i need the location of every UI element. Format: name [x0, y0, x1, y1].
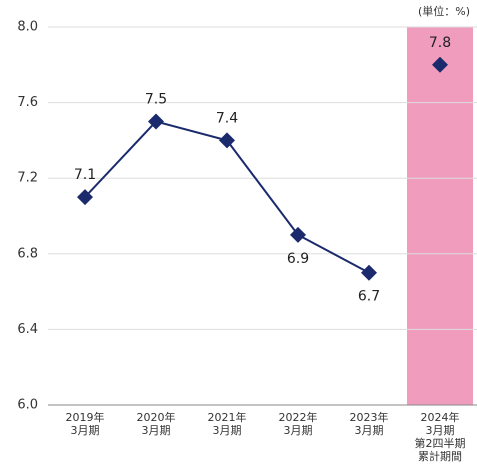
- highlight-band: [407, 27, 473, 405]
- marker: [219, 132, 235, 149]
- y-tick-label: 6.0: [17, 398, 38, 413]
- x-tick-label: 3月期: [71, 424, 100, 437]
- x-tick-label: 累計期間: [418, 449, 462, 463]
- x-tick-label: 2022年: [279, 410, 318, 424]
- data-label: 7.4: [216, 110, 238, 126]
- x-tick-label: 3月期: [426, 424, 455, 437]
- x-tick-label: 第2四半期: [415, 436, 466, 450]
- x-tick-label: 3月期: [142, 424, 171, 437]
- data-label: 7.1: [74, 167, 96, 183]
- x-tick-label: 3月期: [355, 424, 384, 437]
- x-tick-label: 2020年: [137, 410, 176, 424]
- x-tick-label: 3月期: [213, 424, 242, 437]
- x-tick-label: 2021年: [208, 410, 247, 424]
- y-tick-label: 8.0: [17, 20, 38, 35]
- marker: [148, 113, 164, 130]
- y-tick-label: 6.4: [17, 322, 38, 337]
- data-label: 7.5: [145, 92, 167, 108]
- data-label: 6.7: [358, 289, 380, 305]
- unit-label: (単位：%): [418, 4, 470, 18]
- marker: [290, 226, 306, 243]
- x-tick-label: 2024年: [421, 410, 460, 424]
- y-tick-label: 7.6: [17, 95, 38, 110]
- y-tick-label: 7.2: [17, 171, 38, 186]
- data-label: 7.8: [429, 35, 451, 51]
- y-tick-label: 6.8: [17, 246, 38, 261]
- x-tick-label: 3月期: [284, 424, 313, 437]
- marker: [361, 264, 377, 281]
- marker: [432, 56, 448, 73]
- marker: [77, 189, 93, 206]
- x-tick-label: 2019年: [66, 410, 105, 424]
- x-tick-label: 2023年: [350, 410, 389, 424]
- data-label: 6.9: [287, 251, 309, 267]
